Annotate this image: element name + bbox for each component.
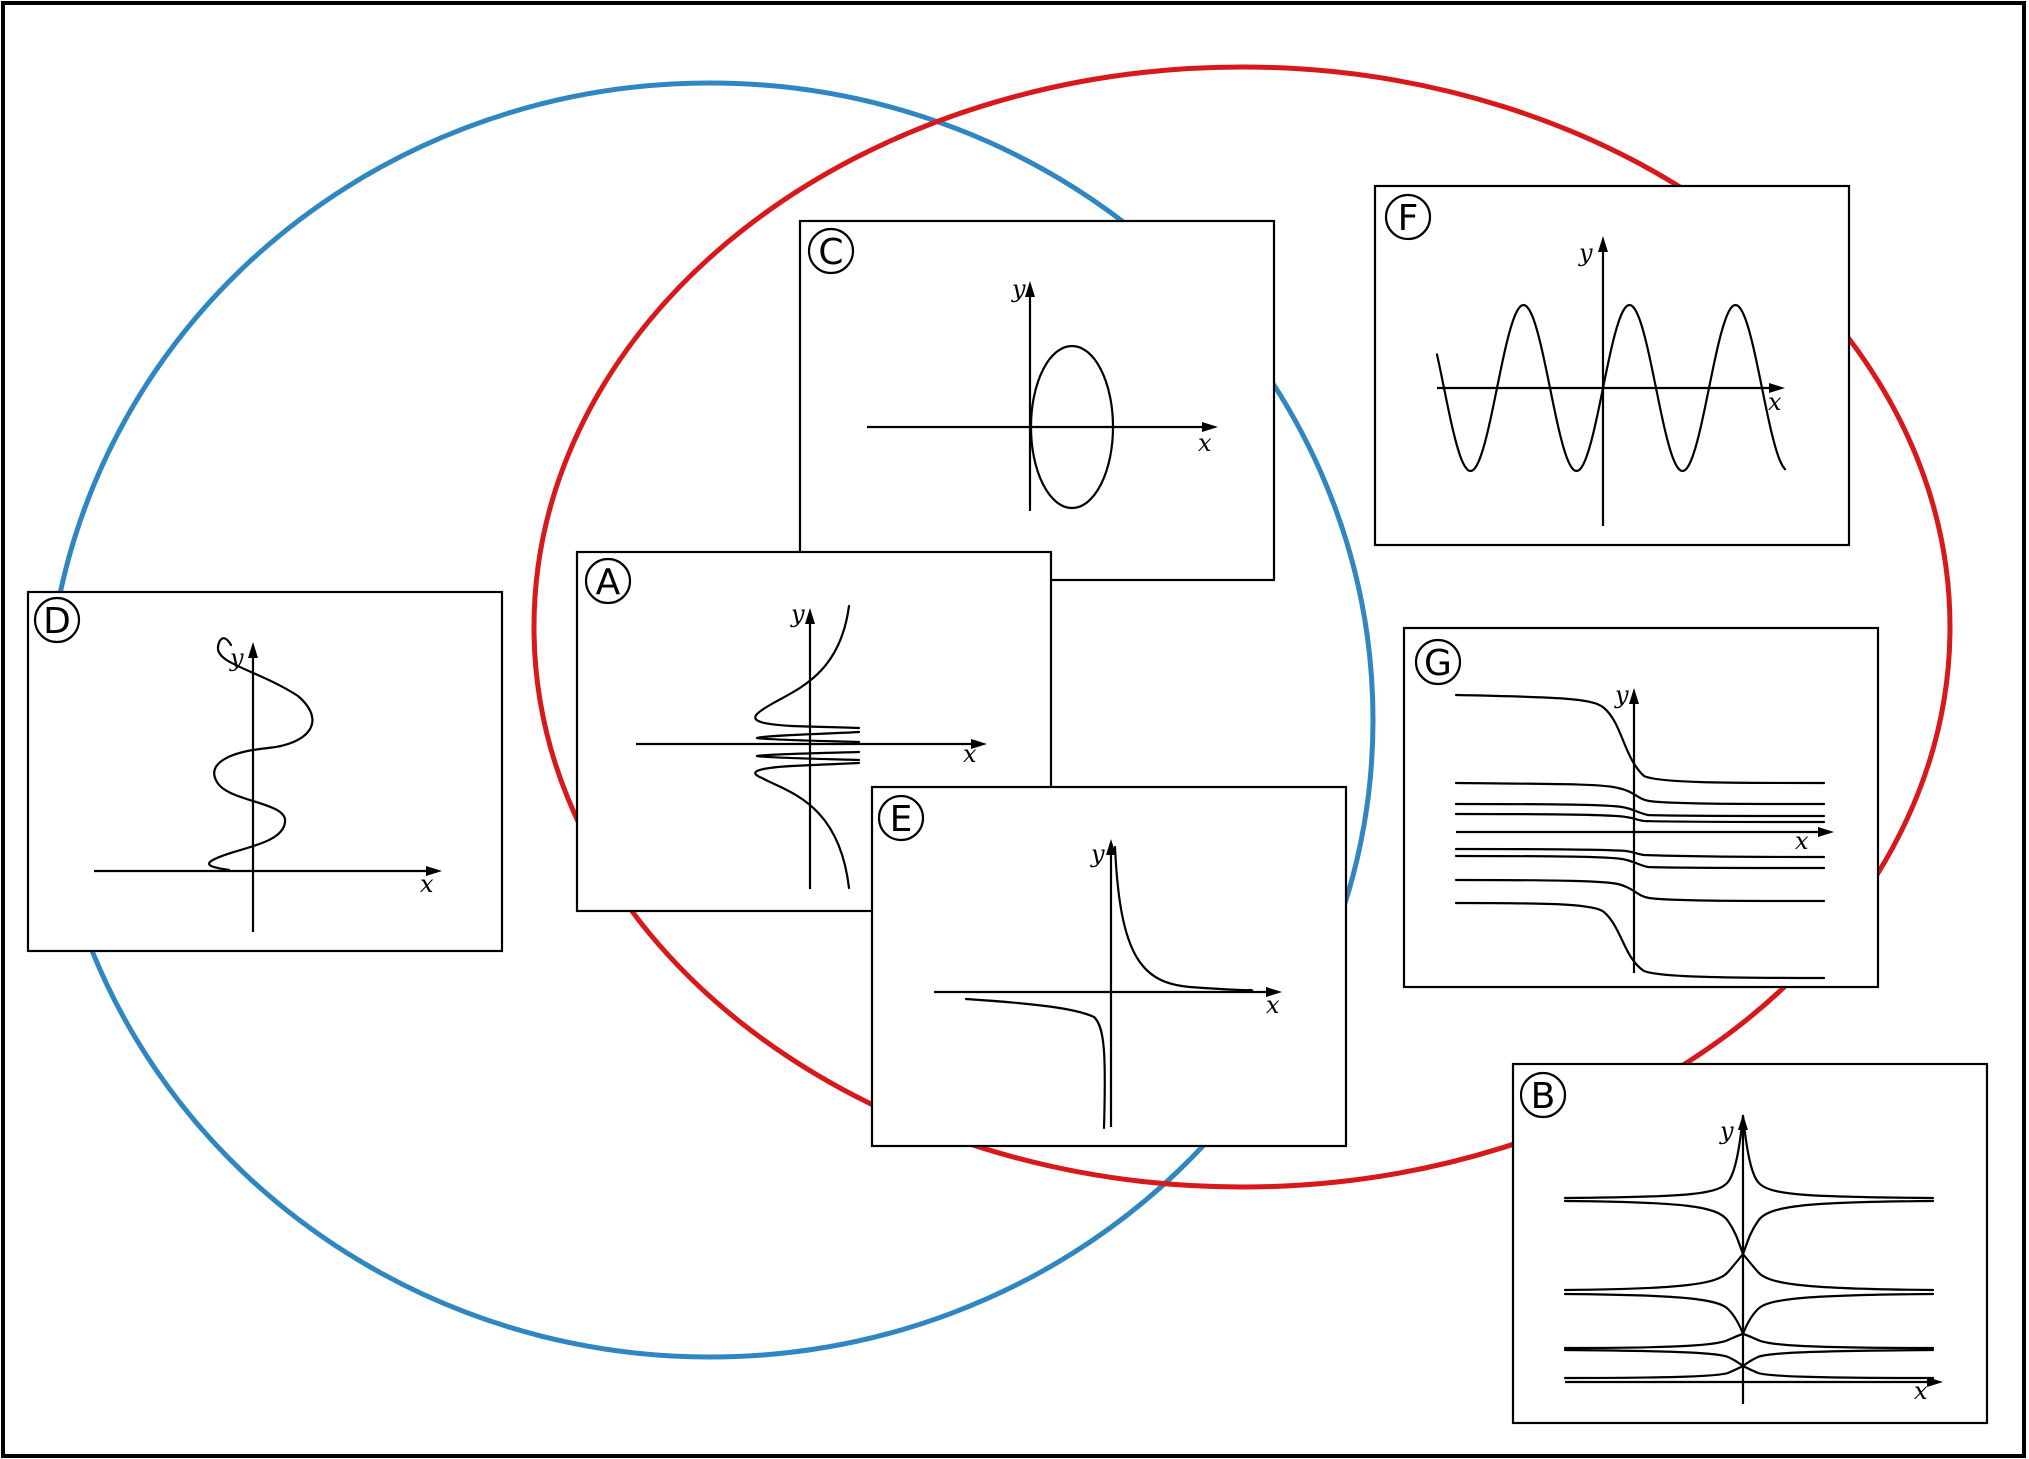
panel-c-y-arrow [1025, 281, 1035, 297]
panel-c-badge: C [807, 227, 855, 275]
panel-b-x-arrow [1927, 1377, 1943, 1387]
panel-d-curve [208, 637, 314, 872]
panel-b-upper-left [1563, 1114, 1745, 1200]
panel-g-badge-label: G [1424, 643, 1452, 684]
panel-e-y-label: y [1090, 840, 1105, 868]
panel-g-box [1402, 626, 1880, 989]
panel-b-plot: x y [1563, 1114, 1943, 1405]
panel-e-plot: x y [934, 839, 1282, 1130]
panel-c-y-label: y [1011, 275, 1026, 303]
panel-g-curve-top [1454, 693, 1826, 785]
panel-c-x-label: x [1198, 429, 1212, 457]
panel-e-x-label: x [1266, 991, 1280, 1019]
panel-b-upper-right [1741, 1114, 1935, 1200]
circle-right [531, 64, 1953, 1190]
panel-g: x y G [1402, 626, 1880, 989]
panel-f: x y F [1373, 184, 1851, 547]
panel-a-mid-curve-2 [755, 750, 861, 762]
panel-f-badge-circle [1384, 193, 1432, 241]
panel-c-x-arrow [1202, 422, 1218, 432]
panel-g-plot: x y [1454, 681, 1834, 980]
panel-e-y-arrow [1106, 839, 1116, 855]
panel-g-x-arrow [1818, 827, 1834, 837]
panel-e-badge-circle [877, 794, 925, 842]
panel-d-y-arrow [248, 642, 258, 658]
panel-b-badge-circle [1519, 1071, 1567, 1119]
panel-a-x-arrow [971, 739, 987, 749]
panel-d-badge-label: D [43, 601, 71, 642]
panel-f-y-label: y [1578, 239, 1593, 267]
panel-g-badge-circle [1414, 638, 1462, 686]
panel-f-sine-curve [1435, 303, 1787, 473]
panel-f-box [1373, 184, 1851, 547]
panel-e-x-arrow [1266, 987, 1282, 997]
panel-b-y-arrow [1738, 1114, 1748, 1130]
panel-g-curve-3 [1454, 802, 1826, 818]
panel-d-box [26, 590, 504, 953]
panel-a-x-label: x [963, 740, 977, 768]
panel-f-plot: x y [1435, 236, 1787, 526]
panel-c-plot: x y [867, 275, 1218, 511]
panel-a-y-arrow [805, 608, 815, 624]
panel-f-x-arrow [1769, 383, 1785, 393]
panel-e-badge-label: E [890, 799, 913, 840]
panel-g-y-label: y [1614, 681, 1629, 709]
panel-b-y-label: y [1719, 1117, 1734, 1145]
panel-e-box [870, 785, 1348, 1148]
panel-b-badge-label: B [1531, 1076, 1556, 1117]
panel-b: x y B [1511, 1062, 1989, 1425]
panel-g-badge: G [1414, 638, 1462, 686]
panel-a-plot: x y [636, 600, 987, 890]
panel-d-x-arrow [426, 866, 442, 876]
panel-g-curve-2 [1454, 781, 1826, 806]
panel-f-badge: F [1384, 193, 1432, 241]
panel-e-lower-branch [964, 997, 1106, 1130]
panel-e: x y E [870, 785, 1348, 1148]
panel-d-plot: x y [94, 637, 442, 932]
panel-e-upper-branch [1113, 845, 1253, 992]
panel-g-curve-bottom [1454, 901, 1826, 980]
panel-a-lower-curve [754, 761, 861, 890]
panel-d-badge: D [33, 596, 81, 644]
panel-f-y-arrow [1598, 236, 1608, 252]
panel-g-x-label: x [1795, 827, 1809, 855]
panel-g-curve-7 [1454, 878, 1826, 903]
panel-c-badge-label: C [818, 232, 843, 273]
panel-a-mid-curve-1 [755, 730, 861, 744]
panel-a-y-label: y [790, 600, 805, 628]
panel-b-badge: B [1519, 1071, 1567, 1119]
panel-f-badge-label: F [1398, 198, 1419, 239]
panel-b-x-label: x [1914, 1377, 1928, 1405]
panel-g-y-arrow [1629, 688, 1639, 704]
panel-a-badge: A [584, 557, 632, 605]
panel-a-upper-curve [754, 604, 861, 730]
panel-c-badge-circle [807, 227, 855, 275]
panel-e-badge: E [877, 794, 925, 842]
panel-b-box [1511, 1062, 1989, 1425]
panel-d-badge-circle [33, 596, 81, 644]
panel-d-x-label: x [420, 870, 434, 898]
panel-g-curve-4 [1454, 812, 1826, 824]
panel-a-badge-circle [584, 557, 632, 605]
panel-g-curve-6 [1454, 854, 1826, 870]
panel-g-curve-5 [1454, 847, 1826, 859]
panel-a-badge-label: A [596, 562, 621, 603]
panel-d: x y D [26, 590, 504, 953]
panel-d-y-label: y [229, 644, 244, 672]
panel-c: x y C [798, 219, 1276, 582]
panel-c-box [798, 219, 1276, 582]
panel-c-ellipse-curve [1029, 344, 1115, 510]
panel-f-x-label: x [1768, 388, 1782, 416]
